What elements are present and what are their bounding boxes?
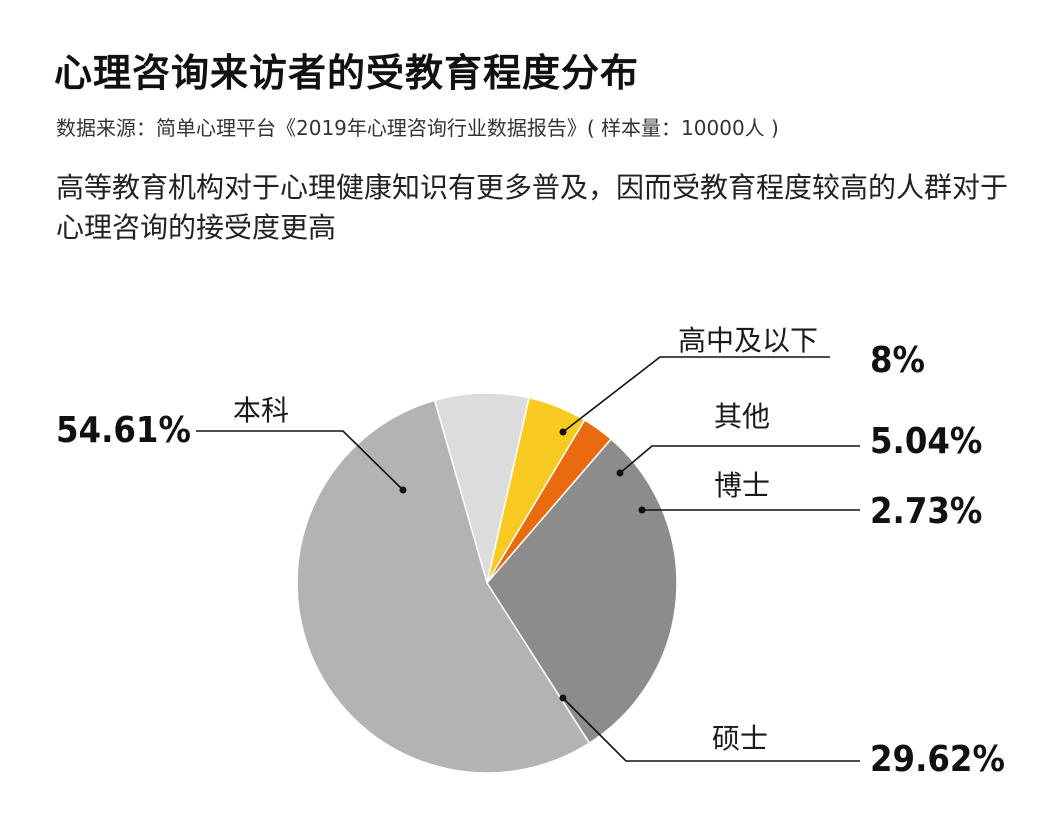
leader-line-1 <box>562 356 830 433</box>
leader-line-4 <box>562 697 860 762</box>
slice-category-label: 本科 <box>233 394 289 427</box>
leader-line-5 <box>196 430 404 491</box>
slice-percent-label: 5.04% <box>870 421 982 462</box>
leader-dot-3 <box>638 506 646 514</box>
data-source: 数据来源：简单心理平台《2019年心理咨询行业数据报告》( 样本量：10000人… <box>56 116 779 140</box>
slice-category-label: 博士 <box>714 469 770 502</box>
leader-dot-1 <box>559 428 567 436</box>
slice-category-label: 硕士 <box>712 722 768 755</box>
leader-dot-4 <box>559 694 567 702</box>
slice-percent-label: 2.73% <box>870 491 982 532</box>
chart-title: 心理咨询来访者的受教育程度分布 <box>54 51 640 95</box>
slice-category-label: 高中及以下 <box>678 324 818 357</box>
pie-slice-4 <box>486 438 678 745</box>
chart-subtitle: 高等教育机构对于心理健康知识有更多普及，因而受教育程度较高的人群对于心理咨询的接… <box>56 171 1009 244</box>
leader-line-2 <box>619 445 860 474</box>
slice-category-label: 其他 <box>714 400 770 433</box>
leader-dot-5 <box>399 486 407 494</box>
pie-slice-1 <box>433 392 530 584</box>
pie-slice-5 <box>296 399 591 774</box>
slice-percent-label: 8% <box>870 340 925 381</box>
slice-percent-label: 54.61% <box>56 410 191 451</box>
leader-dot-2 <box>616 469 624 477</box>
slice-percent-label: 29.62% <box>870 739 1005 780</box>
